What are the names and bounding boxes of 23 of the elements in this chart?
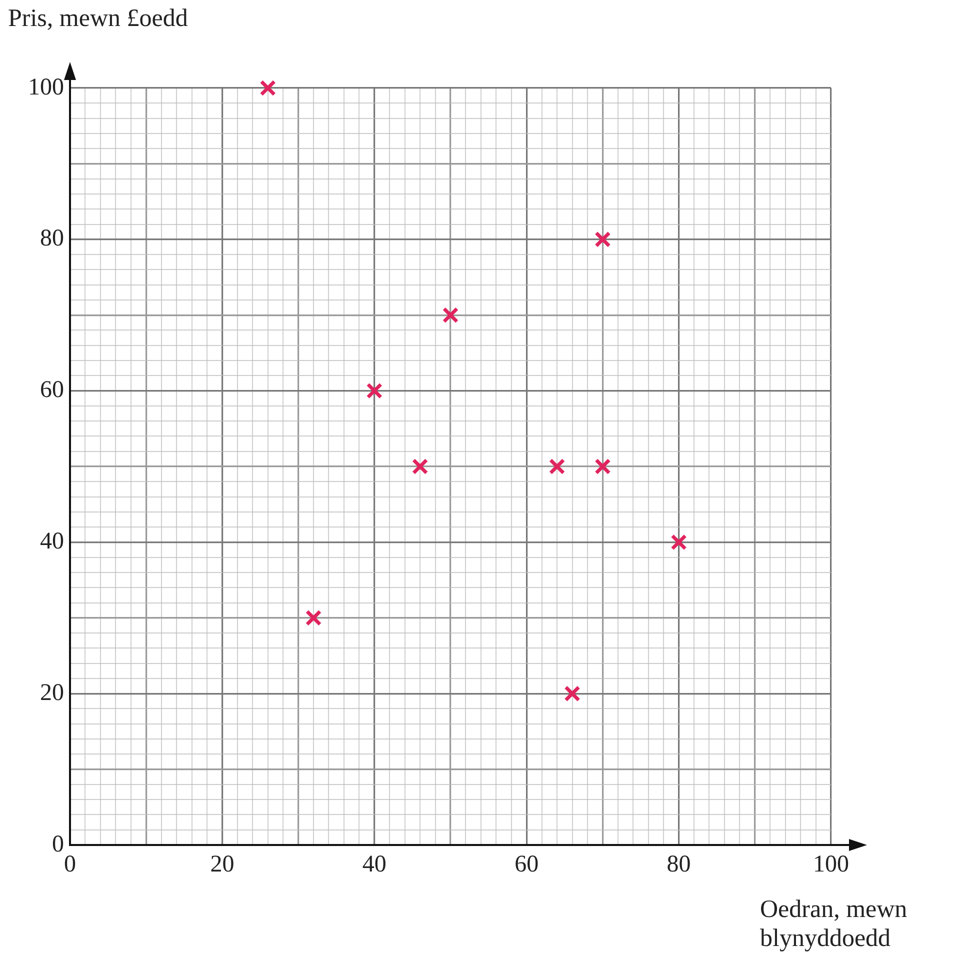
point (670, 534, 687, 550)
y-tick-label: 100 (28, 74, 64, 100)
y-tick-label: 80 (40, 226, 64, 252)
x-axis-title: Oedran, mewn blynyddoedd (760, 895, 908, 953)
x-tick-label: 100 (813, 852, 849, 878)
point (594, 458, 611, 475)
point (442, 306, 459, 324)
point (366, 382, 383, 399)
x-tick-label: 20 (210, 852, 234, 878)
x-tick-label: 40 (362, 852, 386, 878)
y-axis-title: Pris, mewn £oedd (8, 4, 188, 33)
y-tick-label: 0 (52, 831, 64, 858)
x-tick-label: 80 (666, 852, 691, 878)
y-tick-label: 40 (40, 528, 64, 554)
point (305, 610, 322, 626)
point (594, 231, 611, 248)
y-tick-label: 60 (40, 377, 64, 404)
point (548, 458, 566, 475)
point (260, 80, 276, 96)
point (412, 458, 428, 475)
x-tick-label: 60 (514, 852, 539, 878)
y-tick-label: 20 (40, 680, 64, 706)
point (564, 685, 580, 702)
